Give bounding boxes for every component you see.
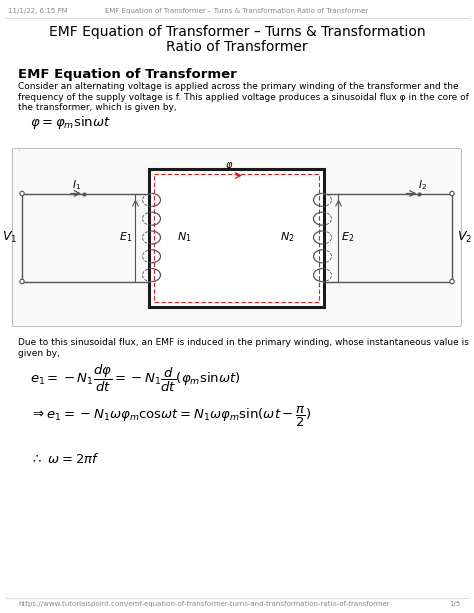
Text: $I_1$: $I_1$ bbox=[72, 178, 81, 191]
Bar bbox=[155, 173, 319, 302]
Text: 11/1/22, 6:15 PM: 11/1/22, 6:15 PM bbox=[8, 8, 68, 14]
Bar bbox=[149, 169, 325, 306]
Text: 1/5: 1/5 bbox=[449, 601, 460, 607]
Text: .: . bbox=[18, 143, 21, 153]
Text: $\varphi = \varphi_m\mathrm{sin}\omega t$: $\varphi = \varphi_m\mathrm{sin}\omega t… bbox=[30, 114, 111, 131]
Text: $N_1$: $N_1$ bbox=[177, 230, 192, 245]
Text: https://www.tutorialspoint.com/emf-equation-of-transformer-turns-and-transformat: https://www.tutorialspoint.com/emf-equat… bbox=[18, 601, 390, 607]
Text: $E_2$: $E_2$ bbox=[341, 230, 355, 245]
Circle shape bbox=[20, 191, 24, 196]
Text: $e_1 = -N_1 \dfrac{d\varphi}{dt} = -N_1 \dfrac{d}{dt}(\varphi_m \mathrm{sin}\ome: $e_1 = -N_1 \dfrac{d\varphi}{dt} = -N_1 … bbox=[30, 363, 240, 394]
Text: EMF Equation of Transformer: EMF Equation of Transformer bbox=[18, 68, 237, 81]
Text: $\Rightarrow e_1 = -N_1\omega\varphi_m\mathrm{cos}\omega t = N_1\omega\varphi_m\: $\Rightarrow e_1 = -N_1\omega\varphi_m\m… bbox=[30, 405, 311, 429]
Text: $E_1$: $E_1$ bbox=[119, 230, 133, 245]
Text: $V_1$: $V_1$ bbox=[2, 230, 17, 245]
Text: given by,: given by, bbox=[18, 349, 60, 357]
Text: Consider an alternating voltage is applied across the primary winding of the tra: Consider an alternating voltage is appli… bbox=[18, 82, 459, 91]
Circle shape bbox=[450, 280, 454, 284]
Text: frequency of the supply voltage is f. This applied voltage produces a sinusoidal: frequency of the supply voltage is f. Th… bbox=[18, 93, 469, 102]
Text: EMF Equation of Transformer – Turns & Transformation: EMF Equation of Transformer – Turns & Tr… bbox=[49, 25, 425, 39]
Text: $I_2$: $I_2$ bbox=[418, 178, 427, 191]
Text: $\therefore\ \omega = 2\pi f$: $\therefore\ \omega = 2\pi f$ bbox=[30, 452, 100, 466]
Text: Ratio of Transformer: Ratio of Transformer bbox=[166, 40, 308, 54]
Circle shape bbox=[20, 280, 24, 284]
Text: the transformer, which is given by,: the transformer, which is given by, bbox=[18, 103, 177, 112]
Circle shape bbox=[450, 191, 454, 196]
Text: Due to this sinusoidal flux, an EMF is induced in the primary winding, whose ins: Due to this sinusoidal flux, an EMF is i… bbox=[18, 338, 469, 347]
Text: $\varphi$: $\varphi$ bbox=[225, 160, 233, 172]
Text: EMF Equation of Transformer – Turns & Transformation Ratio of Transformer: EMF Equation of Transformer – Turns & Tr… bbox=[105, 8, 369, 14]
Text: $N_2$: $N_2$ bbox=[280, 230, 294, 245]
Text: $V_2$: $V_2$ bbox=[457, 230, 472, 245]
FancyBboxPatch shape bbox=[12, 148, 462, 327]
